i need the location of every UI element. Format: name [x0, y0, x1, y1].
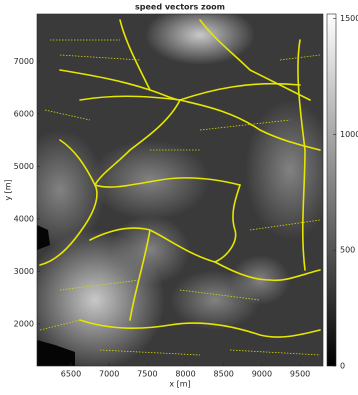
chart: speed vectors zoom x [m] y [m] 6500 7000 7…	[0, 0, 358, 391]
y-tick-label: 5000	[14, 162, 34, 171]
colorbar-tick-label: 500	[340, 246, 355, 255]
colorbar-tick-label: 1000	[340, 130, 358, 139]
y-tick-label: 3000	[14, 267, 34, 276]
y-tick-label: 4000	[14, 214, 34, 223]
colorbar	[327, 14, 336, 366]
y-tick-label: 7000	[14, 57, 34, 66]
x-tick-label: 8500	[214, 370, 234, 379]
x-axis-label: x [m]	[169, 380, 190, 389]
y-axis-label: y [m]	[4, 179, 13, 200]
y-tick-label: 6000	[14, 109, 34, 118]
x-tick-label: 6500	[61, 370, 81, 379]
y-tick-label: 2000	[14, 319, 34, 328]
elevation-image	[15, 5, 335, 370]
x-tick-label: 7000	[99, 370, 119, 379]
colorbar-tick-label: 1500	[340, 14, 358, 23]
page: {"chart_data": {"type": "image-quiver", …	[0, 0, 358, 395]
chart-title: speed vectors zoom	[135, 3, 225, 12]
x-tick-label: 7500	[137, 370, 157, 379]
x-tick-label: 9000	[252, 370, 272, 379]
x-tick-label: 8000	[175, 370, 195, 379]
colorbar-tick-label: 0	[340, 362, 345, 371]
x-tick-label: 9500	[290, 370, 310, 379]
